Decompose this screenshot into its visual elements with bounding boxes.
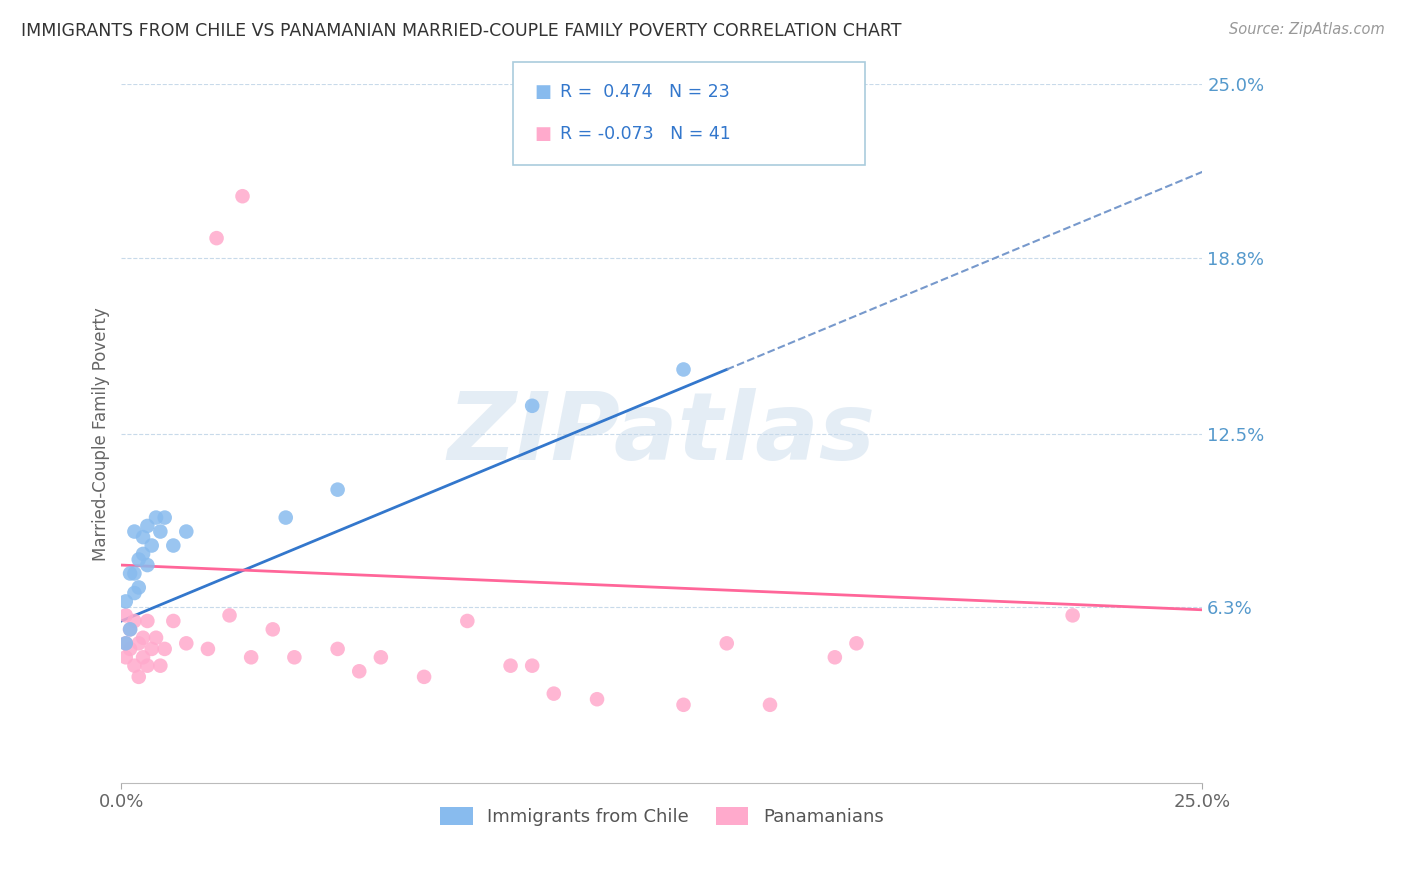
Point <box>456 614 478 628</box>
Point <box>136 658 159 673</box>
Text: ZIPatlas: ZIPatlas <box>449 388 876 480</box>
Point <box>136 614 159 628</box>
Point <box>231 189 253 203</box>
Point <box>132 650 155 665</box>
Point <box>120 641 142 656</box>
Point <box>120 623 142 637</box>
Point <box>128 636 150 650</box>
Point <box>128 552 150 566</box>
Point <box>824 650 846 665</box>
Point <box>149 524 172 539</box>
Point <box>349 665 371 679</box>
Point <box>114 636 136 650</box>
Point <box>132 631 155 645</box>
Point <box>522 399 544 413</box>
Point <box>132 547 155 561</box>
Point <box>326 483 349 497</box>
Text: Source: ZipAtlas.com: Source: ZipAtlas.com <box>1229 22 1385 37</box>
Legend: Immigrants from Chile, Panamanians: Immigrants from Chile, Panamanians <box>433 799 891 833</box>
Point <box>716 636 738 650</box>
Point <box>114 608 136 623</box>
Point <box>128 670 150 684</box>
Point <box>522 658 544 673</box>
Point <box>149 658 172 673</box>
Text: R = -0.073   N = 41: R = -0.073 N = 41 <box>560 125 730 143</box>
Point <box>124 586 146 600</box>
Point <box>672 698 695 712</box>
Point <box>114 636 136 650</box>
Text: ■: ■ <box>534 125 551 143</box>
Point <box>153 510 176 524</box>
Point <box>136 558 159 572</box>
Point <box>845 636 868 650</box>
Point <box>759 698 782 712</box>
Point <box>262 623 284 637</box>
Y-axis label: Married-Couple Family Poverty: Married-Couple Family Poverty <box>93 307 110 560</box>
Point <box>1062 608 1084 623</box>
Point <box>145 631 167 645</box>
Point <box>218 608 240 623</box>
Point <box>136 519 159 533</box>
Point <box>141 539 163 553</box>
Text: ■: ■ <box>534 83 551 101</box>
Point <box>114 594 136 608</box>
Point <box>283 650 305 665</box>
Point <box>162 539 184 553</box>
Point <box>197 641 219 656</box>
Point <box>672 362 695 376</box>
Point <box>145 510 167 524</box>
Point <box>413 670 436 684</box>
Text: R =  0.474   N = 23: R = 0.474 N = 23 <box>560 83 730 101</box>
Point <box>128 581 150 595</box>
Point <box>114 650 136 665</box>
Point <box>124 524 146 539</box>
Point <box>132 530 155 544</box>
Point <box>370 650 392 665</box>
Point <box>141 641 163 656</box>
Point <box>124 658 146 673</box>
Text: IMMIGRANTS FROM CHILE VS PANAMANIAN MARRIED-COUPLE FAMILY POVERTY CORRELATION CH: IMMIGRANTS FROM CHILE VS PANAMANIAN MARR… <box>21 22 901 40</box>
Point <box>274 510 297 524</box>
Point <box>120 566 142 581</box>
Point <box>240 650 263 665</box>
Point <box>162 614 184 628</box>
Point <box>543 687 565 701</box>
Point <box>499 658 522 673</box>
Point <box>586 692 609 706</box>
Point <box>326 641 349 656</box>
Point <box>176 636 198 650</box>
Point <box>124 614 146 628</box>
Point <box>205 231 228 245</box>
Point <box>124 566 146 581</box>
Point <box>120 623 142 637</box>
Point <box>176 524 198 539</box>
Point <box>153 641 176 656</box>
